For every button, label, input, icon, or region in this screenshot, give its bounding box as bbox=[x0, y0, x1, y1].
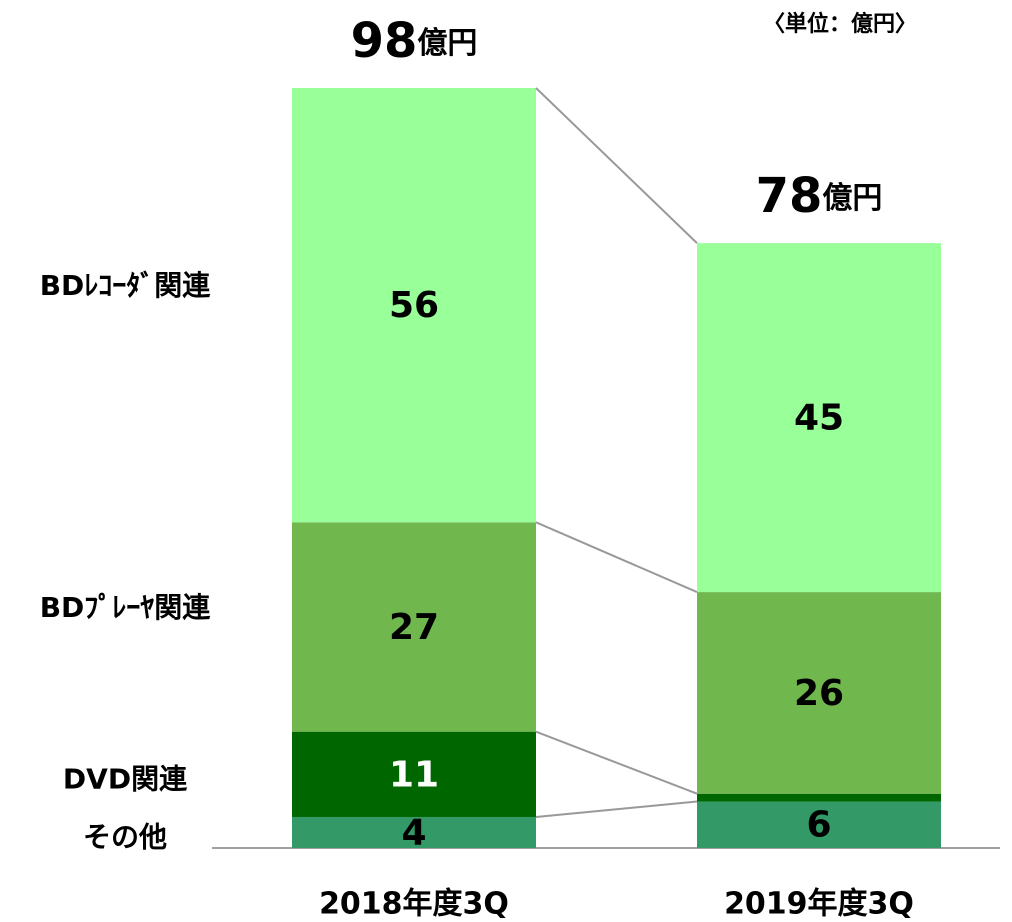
total-value: 78 bbox=[756, 168, 823, 224]
connector bbox=[535, 521, 698, 593]
bar-segment bbox=[292, 816, 536, 848]
bar-segment bbox=[697, 243, 941, 593]
connector bbox=[535, 87, 698, 244]
legend-label: BDﾚｺｰﾀﾞ関連 bbox=[40, 269, 212, 302]
total-label: 98億円 bbox=[351, 13, 478, 69]
data-label: 56 bbox=[389, 285, 439, 326]
unit-note: 〈単位：億円〉 bbox=[763, 11, 917, 37]
legend-label: DVD関連 bbox=[63, 762, 188, 795]
bar-segment bbox=[292, 522, 536, 732]
total-unit: 億円 bbox=[417, 26, 477, 61]
legend-label: その他 bbox=[83, 820, 167, 853]
connector bbox=[535, 800, 698, 818]
x-tick-label: 2018年度3Q bbox=[319, 887, 509, 922]
data-label: 4 bbox=[401, 812, 426, 853]
connector bbox=[535, 730, 698, 795]
data-label: 27 bbox=[389, 607, 439, 648]
total-value: 98 bbox=[351, 13, 418, 69]
bar-segment bbox=[697, 801, 941, 848]
x-tick-label: 2019年度3Q bbox=[724, 887, 914, 922]
total-label: 78億円 bbox=[756, 168, 883, 224]
data-label: 45 bbox=[794, 398, 844, 439]
legend-label: BDﾌﾟﾚｰﾔ関連 bbox=[40, 591, 212, 624]
data-label: 26 bbox=[794, 673, 844, 714]
data-label: 11 bbox=[389, 754, 439, 795]
bar-segment bbox=[697, 592, 941, 794]
data-label: 6 bbox=[806, 805, 831, 846]
total-unit: 億円 bbox=[822, 181, 882, 216]
bar-segment bbox=[697, 793, 941, 802]
bar-segment bbox=[292, 731, 536, 817]
bar-segment bbox=[292, 88, 536, 523]
